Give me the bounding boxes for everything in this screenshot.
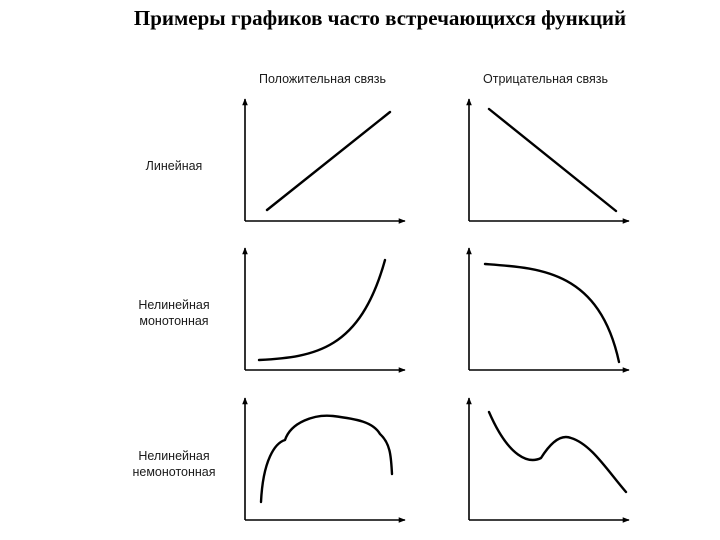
row-label-nonlinear-nonmonotone: Нелинейная немонотонная [124,448,224,480]
row-label-nonlinear-nonmonotone-line-1: Нелинейная [138,449,210,463]
graph-panel-nonlinear-monotone-increasing [242,247,406,373]
row-label-linear: Линейная [130,158,218,174]
function-curve-nonlinear-nonmonotone-wave [487,410,628,494]
function-curve-nonlinear-nonmonotone-hump [259,414,394,504]
function-curve-linear-decreasing [487,107,618,213]
graph-panel-nonlinear-monotone-decreasing [466,247,630,373]
column-header-negative: Отрицательная связь [483,72,609,86]
row-label-nonlinear-monotone-line-1: Нелинейная [138,298,210,312]
function-curve-nonlinear-monotone-decreasing [483,262,621,364]
function-curve-linear-increasing [265,110,392,212]
row-label-nonlinear-monotone: Нелинейная монотонная [126,297,222,329]
row-label-nonlinear-nonmonotone-line-2: немонотонная [132,465,216,479]
function-curve-nonlinear-monotone-increasing [257,258,387,362]
graph-panel-nonlinear-nonmonotone-wave [466,397,630,523]
graph-panel-linear-decreasing [466,98,630,224]
graph-panel-linear-increasing [242,98,406,224]
page-title: Примеры графиков часто встречающихся фун… [133,6,627,30]
graph-panel-nonlinear-nonmonotone-hump [242,397,406,523]
row-label-nonlinear-monotone-line-2: монотонная [139,314,209,328]
column-header-positive: Положительная связь [259,72,387,86]
row-label-linear-line-1: Линейная [145,159,203,173]
graph-layer [242,98,630,523]
